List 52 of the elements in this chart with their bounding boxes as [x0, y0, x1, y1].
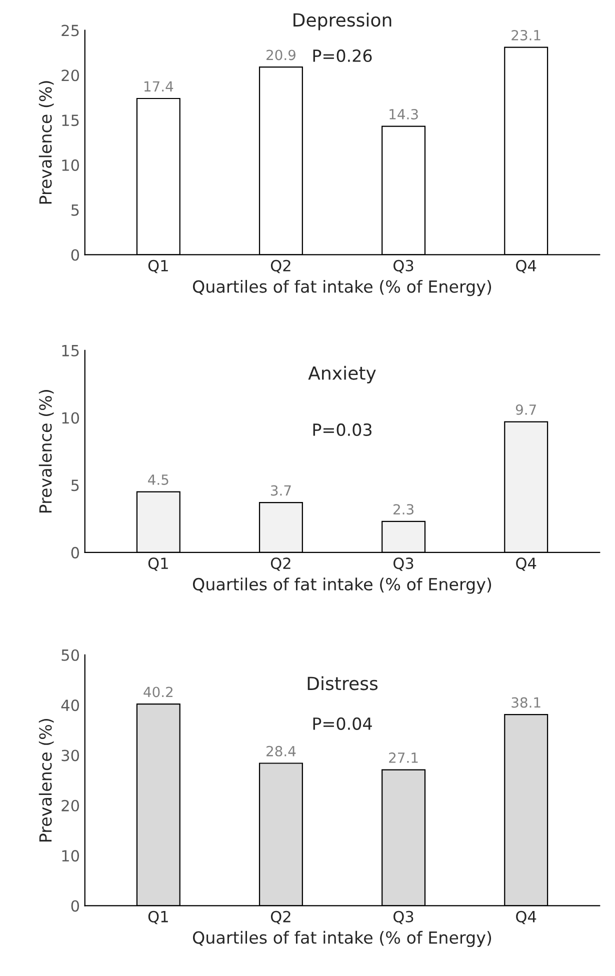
y-tick-label: 5	[71, 480, 79, 492]
x-tick-label: Q2	[270, 260, 290, 274]
data-label: 4.5	[148, 474, 168, 485]
x-tick-label: Q1	[148, 910, 168, 924]
x-tick-label: Q1	[148, 260, 168, 274]
data-label: 2.3	[394, 504, 414, 515]
data-label: 27.1	[389, 752, 418, 763]
x-tick-label: Q3	[394, 260, 414, 274]
y-tick-label: 20	[62, 70, 79, 82]
y-tick-label: 15	[62, 345, 79, 356]
annotation: P=0.26	[313, 49, 372, 62]
y-tick-label: 30	[62, 750, 79, 762]
y-tick-label: 0	[71, 546, 79, 558]
annotation: P=0.04	[313, 717, 372, 730]
x-tick-label: Q4	[516, 910, 536, 924]
y-tick-label: 0	[71, 249, 79, 261]
data-label: 20.9	[266, 50, 296, 60]
y-tick-label: 10	[62, 850, 79, 862]
x-tick-label: Q4	[516, 260, 536, 274]
y-tick-label: 40	[61, 700, 79, 712]
x-tick-label: Q4	[516, 558, 536, 571]
y-tick-label: 50	[62, 649, 79, 661]
x-tick-label: Q3	[394, 910, 414, 924]
x-tick-label: Q2	[270, 910, 290, 924]
annotation: P=0.03	[313, 423, 372, 436]
data-label: 28.4	[266, 746, 296, 756]
y-tick-label: 0	[71, 900, 79, 912]
y-axis-title: Prevalence (%)	[38, 390, 54, 513]
y-tick-label: 15	[62, 114, 79, 126]
x-axis-title: Quartiles of fat intake (% of Energy)	[192, 280, 492, 296]
y-tick-label: 20	[62, 800, 79, 812]
data-label: 14.3	[390, 108, 418, 120]
y-tick-label: 5	[71, 204, 79, 216]
y-axis-title: Prevalence (%)	[38, 81, 54, 204]
y-axis-title: Prevalence (%)	[38, 718, 54, 842]
data-label: 17.4	[144, 81, 174, 92]
data-label: 23.1	[512, 30, 540, 40]
x-tick-label: Q2	[270, 558, 290, 571]
y-tick-label: 10	[62, 412, 79, 424]
y-tick-label: 25	[62, 24, 79, 36]
x-tick-label: Q1	[148, 558, 168, 571]
x-tick-label: Q3	[394, 558, 414, 571]
data-label: 9.7	[516, 404, 536, 415]
data-label: 38.1	[512, 697, 540, 708]
y-tick-label: 10	[62, 159, 79, 171]
x-axis-title: Quartiles of fat intake (% of Energy)	[192, 930, 492, 948]
data-label: 40.2	[144, 686, 172, 698]
x-axis-title: Quartiles of fat intake (% of Energy)	[192, 578, 492, 594]
text: Distress	[308, 676, 378, 690]
chart-title: Depression	[294, 12, 392, 30]
data-label: 3.7	[270, 485, 291, 496]
text: Anxiety	[308, 366, 376, 384]
